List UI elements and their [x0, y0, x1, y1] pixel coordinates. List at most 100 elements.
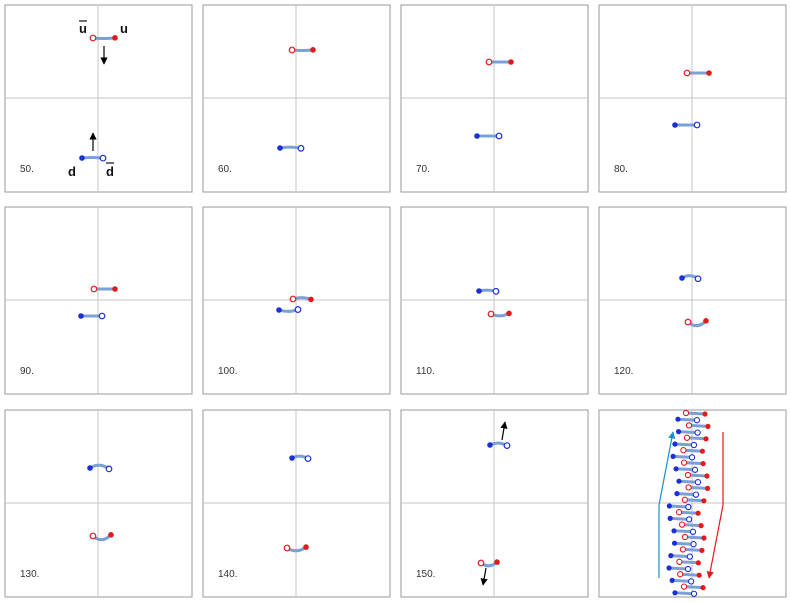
up-quark-marker [108, 532, 114, 538]
anti-down-quark-marker [693, 417, 701, 424]
summary-flux-tube [676, 417, 699, 422]
d-label: d [68, 164, 76, 179]
anti-up-quark-marker [683, 69, 691, 77]
up-quark-marker [704, 485, 711, 491]
panel-11: 150. [400, 409, 589, 598]
anti-up-quark-marker [289, 295, 297, 303]
summary-flux-tube [677, 479, 700, 484]
up-quark-marker [700, 585, 706, 591]
summary-flux-tube [668, 516, 691, 521]
anti-down-quark-marker [694, 479, 702, 486]
anti-up-quark-marker [679, 546, 687, 553]
anti-up-quark-marker [677, 571, 684, 578]
summary-flux-tube [683, 535, 706, 540]
down-quark-marker [668, 553, 674, 559]
up-quark-marker [703, 436, 709, 442]
anti-up-quark-marker [283, 544, 291, 552]
down-quark-marker [487, 442, 493, 448]
summary-flux-tube [667, 504, 690, 509]
anti-up-quark-marker [680, 459, 688, 466]
down-quark-marker [277, 145, 283, 151]
down-quark-marker [672, 590, 678, 596]
down-quark-marker [675, 416, 681, 422]
panel-label: 130. [20, 569, 39, 580]
anti-down-quark-marker [690, 441, 698, 449]
panel-10: 140. [202, 409, 391, 598]
panel-summary [598, 409, 787, 598]
summary-flux-tube [687, 423, 710, 428]
down-quark-marker [474, 133, 480, 139]
anti-up-quark-marker [681, 496, 689, 503]
anti-down-quark-marker [495, 132, 503, 140]
anti-down-quark-marker [692, 491, 700, 498]
panel-2: 60. [202, 4, 391, 193]
anti-up-quark-marker [683, 434, 691, 441]
down-quark-marker [79, 155, 85, 161]
down-quark-marker [670, 453, 676, 459]
up-quark-marker [494, 559, 500, 565]
upward-trajectory-arrow [658, 431, 676, 578]
up-quark-marker [308, 296, 314, 303]
up-quark-marker [303, 544, 309, 550]
panel-label: 80. [614, 164, 628, 175]
panel-label: 70. [416, 164, 430, 175]
summary-flux-tube [670, 578, 693, 583]
anti-down-quark-marker [690, 541, 697, 548]
anti-up-quark-marker [288, 46, 296, 54]
anti-down-quark-marker [105, 465, 113, 473]
up-quark-marker [702, 411, 708, 417]
down-quark-marker [276, 307, 282, 313]
down-quark-marker [673, 466, 679, 472]
up-quark-marker [703, 318, 709, 324]
up-quark-marker [310, 47, 316, 53]
down-quark-marker [669, 577, 675, 584]
anti-up-quark-marker [681, 533, 689, 541]
down-quark-marker [666, 565, 672, 571]
summary-flux-tube [681, 448, 704, 453]
anti-up-quark-marker [487, 310, 495, 318]
summary-flux-tube [673, 442, 696, 447]
up-arrow [500, 421, 508, 441]
up-quark-marker [695, 510, 701, 516]
up-quark-marker [704, 473, 710, 479]
anti-down-quark-marker [691, 466, 699, 473]
anti-up-quark-marker [675, 509, 683, 516]
down-quark-marker [674, 491, 680, 497]
anti-up-quark-marker [684, 471, 692, 479]
anti-up-quark-marker [90, 285, 98, 293]
down-quark-marker [666, 503, 672, 509]
panel-label: 150. [416, 569, 435, 580]
downward-trajectory-arrow [706, 432, 724, 579]
up-quark-marker [701, 498, 707, 504]
anti-down-quark-marker [693, 121, 701, 129]
summary-flux-tube [680, 523, 703, 528]
up-quark-marker [696, 572, 702, 578]
down-quark-marker [667, 515, 673, 522]
summary-flux-tube [677, 560, 700, 565]
anti-up-quark-marker [678, 521, 686, 528]
anti-up-quark-marker [477, 559, 485, 567]
anti-up-quark-marker [485, 58, 493, 66]
d-bar-label: d [106, 164, 114, 179]
panel-3: 70. [400, 4, 589, 193]
anti-down-quark-marker [304, 455, 312, 463]
summary-flux-tube [677, 510, 700, 515]
up-quark-marker [695, 560, 701, 566]
anti-down-quark-marker [503, 442, 511, 450]
down-quark-marker [679, 275, 685, 281]
anti-down-quark-marker [690, 590, 698, 597]
panel-label: 50. [20, 164, 34, 175]
panel-9: 130. [4, 409, 193, 598]
summary-flux-tube [669, 554, 692, 559]
anti-up-quark-marker [89, 34, 97, 42]
up-quark-marker [112, 35, 118, 41]
up-quark-marker [699, 547, 705, 554]
anti-down-quark-marker [294, 306, 302, 313]
panel-label: 60. [218, 164, 232, 175]
down-quark-marker [87, 465, 93, 471]
anti-down-quark-marker [99, 154, 107, 162]
summary-flux-tube [674, 467, 697, 472]
summary-flux-tube [682, 585, 705, 590]
summary-flux-tube [673, 591, 696, 596]
